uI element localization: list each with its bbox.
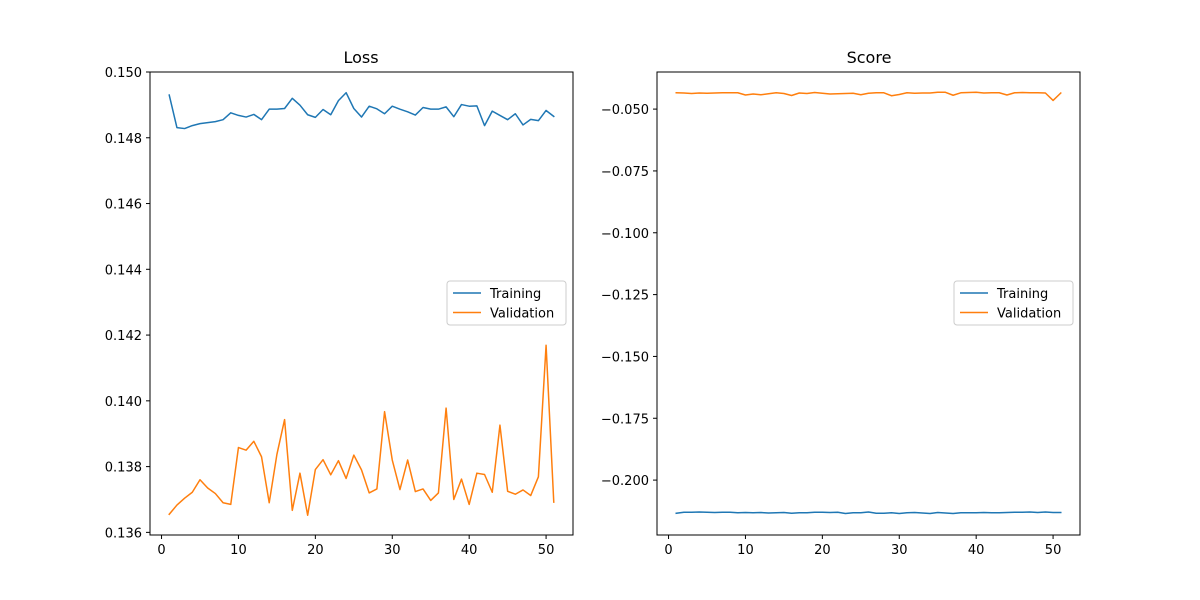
loss-y-tick-label: 0.144 (105, 263, 142, 278)
score-x-tick-label: 40 (968, 543, 985, 558)
score-x-tick-label: 50 (1045, 543, 1062, 558)
loss-chart-panel: Loss 0 10 20 30 40 50 0.136 0.138 0.140 0.142 0.14… (105, 48, 574, 558)
score-x-tick-label: 20 (814, 543, 831, 558)
loss-y-tick-label: 0.136 (105, 526, 142, 541)
loss-y-tick-label: 0.146 (105, 198, 142, 213)
score-plot-area: 0 10 20 30 40 50 −0.050 −0.075 −0.100 −0.125 −0.15… (601, 71, 1081, 558)
loss-x-tick-label: 50 (538, 543, 555, 558)
score-x-tick-label: 0 (664, 543, 672, 558)
score-legend-label-validation: Validation (997, 307, 1061, 322)
loss-x-tick-label: 10 (230, 543, 247, 558)
score-legend-label-training: Training (996, 287, 1048, 302)
score-y-tick-label: −0.125 (601, 289, 649, 304)
score-x-tick-label: 30 (891, 543, 908, 558)
score-y-tick-label: −0.175 (601, 412, 649, 427)
loss-legend-box (446, 280, 567, 326)
loss-x-tick-label: 0 (157, 543, 165, 558)
score-axes-frame (656, 71, 1081, 536)
loss-legend-label-training: Training (489, 287, 541, 302)
score-y-tick-label: −0.100 (601, 227, 649, 242)
loss-legend-label-validation: Validation (490, 307, 554, 322)
loss-y-tick-label: 0.150 (105, 66, 142, 81)
score-series-line-validation (675, 91, 1062, 102)
score-x-tick-label: 10 (737, 543, 754, 558)
score-y-tick-label: −0.150 (601, 350, 649, 365)
score-legend: Training Validation (953, 280, 1074, 326)
loss-y-tick-label: 0.148 (105, 132, 142, 147)
loss-y-tick-label: 0.140 (105, 395, 142, 410)
loss-x-tick-label: 40 (461, 543, 478, 558)
loss-axes-frame (149, 71, 574, 536)
score-legend-box (953, 280, 1074, 326)
loss-x-tick-label: 20 (307, 543, 324, 558)
score-y-tick-label: −0.200 (601, 474, 649, 489)
loss-y-tick-label: 0.142 (105, 329, 142, 344)
score-chart-panel: Score 0 10 20 30 40 50 −0.050 −0.075 −0.100 −0.12… (601, 48, 1081, 558)
score-chart-title: Score (847, 48, 892, 67)
loss-y-tick-label: 0.138 (105, 461, 142, 476)
loss-chart-title: Loss (343, 48, 378, 67)
score-y-tick-label: −0.075 (601, 165, 649, 180)
loss-legend: Training Validation (446, 280, 567, 326)
score-y-tick-label: −0.050 (601, 103, 649, 118)
loss-x-tick-label: 30 (384, 543, 401, 558)
score-series-line-training (675, 511, 1062, 515)
loss-plot-area: 0 10 20 30 40 50 0.136 0.138 0.140 0.142 0.144 0.14… (105, 66, 574, 558)
loss-series-line-training (168, 91, 555, 130)
loss-series-line-validation (168, 344, 555, 517)
